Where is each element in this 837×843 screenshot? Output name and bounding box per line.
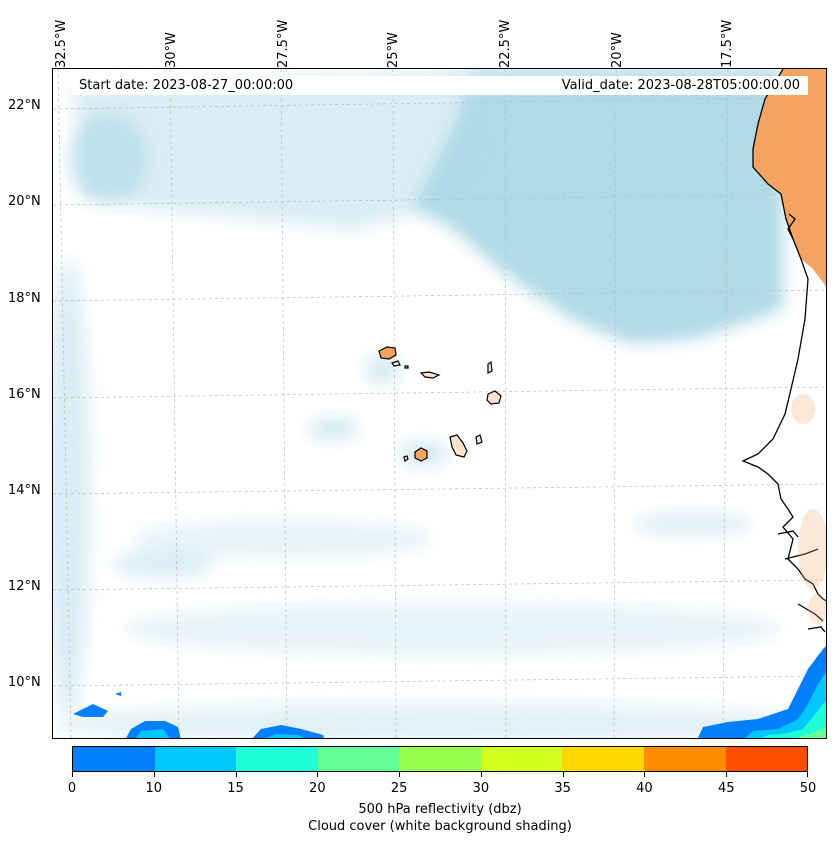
island-sal xyxy=(487,360,493,374)
colorbar-swatch xyxy=(399,747,481,771)
cloud-northwest-patch xyxy=(68,114,148,204)
reflectivity-blob-4 xyxy=(252,725,325,738)
reflectivity-blob-1 xyxy=(73,704,108,717)
cloud-north-band xyxy=(73,69,483,229)
lon-label-27-5w: 27.5°W xyxy=(276,19,291,68)
colorbar-swatch xyxy=(480,747,563,771)
lat-label-14n: 14°N xyxy=(8,483,41,498)
coastal-land-patches xyxy=(791,394,826,624)
colorbar-tick-label: 50 xyxy=(799,781,817,796)
reflectivity-blob-5 xyxy=(697,646,826,738)
map-panel xyxy=(52,68,827,739)
reflectivity-layer xyxy=(73,646,826,738)
reflectivity-blob-2 xyxy=(115,692,121,696)
cloud-south-edge xyxy=(53,704,826,738)
cloud-cover-layer xyxy=(53,69,826,738)
colorbar-tick xyxy=(644,772,646,777)
lat-label-18n: 18°N xyxy=(8,291,41,306)
lat-label-22n: 22°N xyxy=(8,98,41,113)
colorbar-tick-label: 35 xyxy=(554,781,571,796)
colorbar-swatch xyxy=(236,747,318,771)
colorbar-swatch xyxy=(317,747,400,771)
colorbar-tick-label: 45 xyxy=(717,781,735,796)
reflectivity-blob-5-peak xyxy=(797,727,826,738)
colorbar-tick xyxy=(562,772,564,777)
cloud-center-3 xyxy=(365,354,401,384)
colorbar-swatch xyxy=(73,747,155,771)
coastline xyxy=(741,69,826,633)
island-sao-nicolau xyxy=(419,371,441,379)
lon-label-17-5w: 17.5°W xyxy=(720,19,735,68)
colorbar-tick xyxy=(807,772,808,777)
colorbar-tick xyxy=(480,772,482,777)
lon-label-25w: 25°W xyxy=(386,32,401,68)
colorbar-tick xyxy=(153,772,155,777)
island-maio xyxy=(475,434,483,445)
island-boa-vista xyxy=(486,390,502,405)
header-bar xyxy=(72,76,808,95)
colorbar-swatch xyxy=(154,747,237,771)
reflectivity-blob-4-inner xyxy=(267,734,304,738)
lat-label-16n: 16°N xyxy=(8,387,41,402)
lat-label-20n: 20°N xyxy=(8,194,41,209)
colorbar-tick-label: 40 xyxy=(636,781,653,796)
colorbar-tick-label: 25 xyxy=(390,781,408,796)
lon-label-20w: 20°W xyxy=(610,32,625,68)
map-canvas xyxy=(53,69,826,738)
colorbar-label: 500 hPa reflectivity (dbz) xyxy=(358,802,522,817)
colorbar-tick-label: 15 xyxy=(227,781,244,796)
valid-date-label: Valid_date: 2023-08-28T05:00:00.00 xyxy=(561,78,800,93)
colorbar-swatch xyxy=(725,747,808,771)
cloud-large-northeast xyxy=(413,69,783,344)
island-sao-vicente xyxy=(391,360,401,367)
africa-land-north xyxy=(753,69,826,287)
lon-label-22-5w: 22.5°W xyxy=(498,19,513,68)
cloud-center-1 xyxy=(308,419,358,439)
island-santo-antao xyxy=(378,346,397,360)
colorbar-tick xyxy=(72,772,73,777)
colorbar-tick xyxy=(317,772,319,777)
colorbar-tick xyxy=(235,772,237,777)
lon-label-30w: 30°W xyxy=(164,32,179,68)
colorbar-tick-label: 30 xyxy=(472,781,490,796)
colorbar-tick xyxy=(726,772,728,777)
cape-verde-islands xyxy=(378,346,502,462)
lat-label-12n: 12°N xyxy=(8,579,41,594)
cloud-band-mid xyxy=(133,521,433,557)
start-date-label: Start date: 2023-08-27_00:00:00 xyxy=(79,78,294,93)
cloud-band-east xyxy=(633,514,753,534)
island-brava xyxy=(403,455,409,462)
gridlines xyxy=(53,69,826,738)
reflectivity-blob-3-inner xyxy=(136,729,170,738)
colorbar-tick xyxy=(399,772,401,777)
colorbar-sublabel: Cloud cover (white background shading) xyxy=(308,819,572,834)
colorbar-tick-label: 0 xyxy=(67,781,77,796)
colorbar-swatch xyxy=(643,747,726,771)
cloud-southwest xyxy=(113,550,213,578)
cloud-band-south xyxy=(123,604,783,654)
reflectivity-blob-5-inner xyxy=(745,672,826,738)
reflectivity-blob-5-core xyxy=(762,701,826,738)
island-fogo xyxy=(414,447,428,462)
island-santa-luzia xyxy=(404,365,409,369)
lat-label-10n: 10°N xyxy=(8,675,41,690)
colorbar-tick-label: 20 xyxy=(309,781,326,796)
lon-label-32-5w: 32.5°W xyxy=(54,19,69,68)
colorbar-swatch xyxy=(562,747,644,771)
colorbar-tick-label: 10 xyxy=(145,781,163,796)
cloud-west-edge xyxy=(53,259,90,719)
colorbar xyxy=(72,746,808,772)
island-santiago xyxy=(449,434,468,458)
